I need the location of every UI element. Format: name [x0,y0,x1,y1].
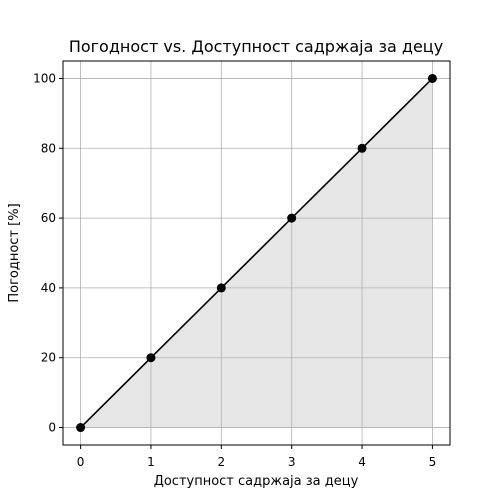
x-tick-label: 0 [77,455,85,469]
y-tick-label: 40 [41,281,56,295]
series-line [80,77,433,429]
y-tick-label: 100 [33,71,56,85]
ticks: 0 1 2 3 4 5 0 20 40 60 80 100 [33,71,436,469]
y-axis-label: Погодност [%] [7,203,22,302]
x-tick-label: 2 [217,455,225,469]
y-tick-label: 20 [41,351,56,365]
data-points [76,73,437,433]
y-tick-label: 60 [41,211,56,225]
y-tick-label: 80 [41,141,56,155]
data-point [427,73,437,83]
data-point [357,143,367,153]
x-tick-label: 4 [358,455,366,469]
x-tick-label: 3 [288,455,296,469]
data-point [146,353,156,363]
y-tick-label: 0 [48,421,56,435]
data-point [287,213,297,223]
plot-area: 0 1 2 3 4 5 0 20 40 60 80 100 [33,60,451,469]
plot-frame [62,60,451,446]
x-axis-label: Доступност садржаја за децу [154,474,359,489]
data-point [76,423,86,433]
chart-title: Погодност vs. Доступност садржаја за дец… [69,37,443,56]
x-tick-label: 5 [429,455,437,469]
x-tick-label: 1 [147,455,155,469]
data-point [216,283,226,293]
grid [63,61,450,445]
